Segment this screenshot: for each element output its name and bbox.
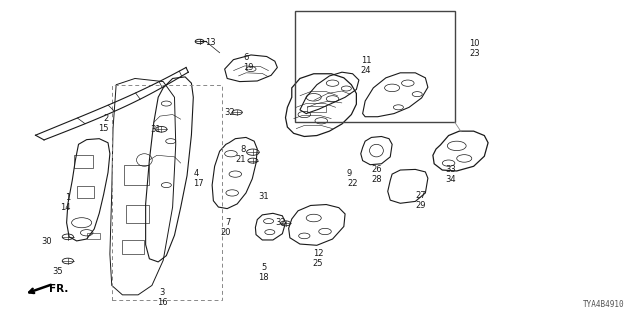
Text: 26
28: 26 28 bbox=[371, 164, 382, 184]
Text: 1
14: 1 14 bbox=[60, 193, 70, 212]
Text: 4
17: 4 17 bbox=[193, 169, 204, 188]
Text: 8
21: 8 21 bbox=[236, 145, 246, 164]
Bar bbox=[77, 186, 94, 198]
Text: 30: 30 bbox=[41, 237, 52, 246]
Bar bbox=[125, 205, 149, 223]
Bar bbox=[86, 233, 100, 239]
Text: 6
19: 6 19 bbox=[243, 53, 254, 72]
Bar bbox=[307, 106, 326, 112]
Bar bbox=[124, 165, 148, 185]
Text: 3
16: 3 16 bbox=[157, 288, 167, 307]
Text: 35: 35 bbox=[52, 267, 63, 276]
Text: 7
20: 7 20 bbox=[220, 218, 231, 237]
Text: 2
15: 2 15 bbox=[98, 115, 109, 133]
Text: 31: 31 bbox=[150, 125, 161, 134]
Text: 10
23: 10 23 bbox=[469, 39, 480, 58]
Text: 12
25: 12 25 bbox=[313, 249, 323, 268]
Bar bbox=[74, 155, 93, 168]
Text: 13: 13 bbox=[205, 38, 216, 47]
Text: FR.: FR. bbox=[49, 284, 68, 294]
Text: 9
22: 9 22 bbox=[347, 169, 358, 188]
Text: 32: 32 bbox=[225, 108, 236, 117]
Text: 11
24: 11 24 bbox=[361, 56, 371, 76]
Bar bbox=[122, 240, 145, 254]
Bar bbox=[295, 11, 455, 122]
Bar bbox=[112, 85, 221, 300]
Text: 27
29: 27 29 bbox=[415, 191, 426, 210]
Text: 31: 31 bbox=[258, 192, 269, 201]
Text: 33
34: 33 34 bbox=[445, 164, 456, 184]
Text: TYA4B4910: TYA4B4910 bbox=[582, 300, 624, 309]
Text: 5
18: 5 18 bbox=[258, 263, 269, 283]
Text: 32: 32 bbox=[275, 218, 286, 227]
